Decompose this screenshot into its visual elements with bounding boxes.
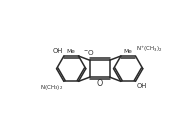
Text: N(CH$_3$)$_2$: N(CH$_3$)$_2$ bbox=[40, 83, 63, 92]
Text: OH: OH bbox=[53, 48, 63, 55]
Text: $^{-}$O: $^{-}$O bbox=[83, 48, 95, 57]
Text: N$^{+}$(CH$_3$)$_2$: N$^{+}$(CH$_3$)$_2$ bbox=[136, 45, 163, 55]
Text: Me: Me bbox=[124, 49, 133, 54]
Text: O: O bbox=[97, 79, 103, 88]
Text: OH: OH bbox=[136, 83, 146, 89]
Text: Me: Me bbox=[67, 49, 76, 54]
